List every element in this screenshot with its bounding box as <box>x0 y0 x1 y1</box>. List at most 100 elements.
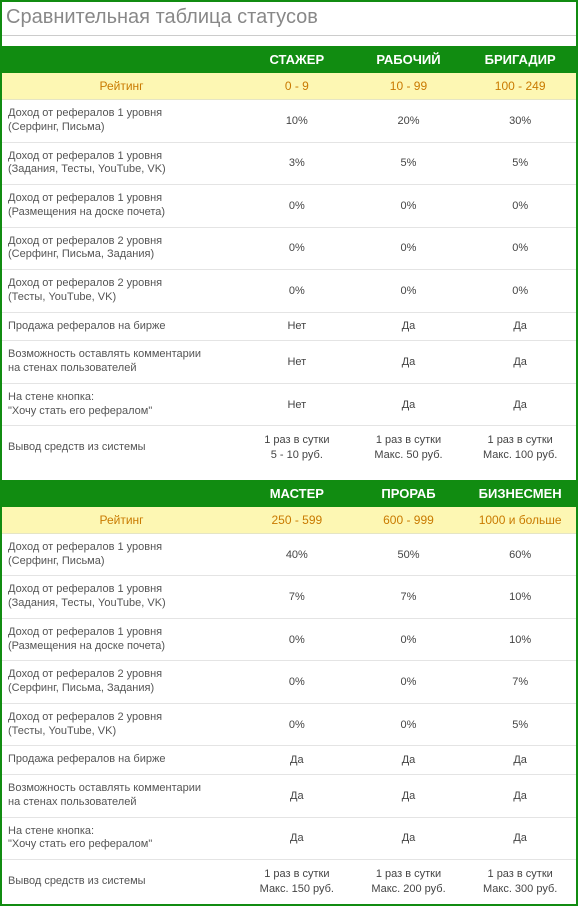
row-value: 0% <box>353 661 465 704</box>
row-value: Да <box>464 775 576 818</box>
status-header: БИЗНЕСМЕН <box>464 480 576 507</box>
header-blank <box>2 46 241 73</box>
rating-value: 10 - 99 <box>353 73 465 100</box>
row-value: 0% <box>241 703 353 746</box>
table-row: Возможность оставлять комментарии на сте… <box>2 341 576 384</box>
status-header: МАСТЕР <box>241 480 353 507</box>
spacer <box>2 470 576 480</box>
status-table-1: МАСТЕРПРОРАББИЗНЕСМЕНРейтинг250 - 599600… <box>2 480 576 904</box>
row-value: 40% <box>241 533 353 576</box>
row-label: Доход от рефералов 2 уровня (Тесты, YouT… <box>2 270 241 313</box>
row-value: Да <box>353 312 465 341</box>
row-label: Доход от рефералов 1 уровня (Размещения … <box>2 618 241 661</box>
row-label: Доход от рефералов 1 уровня (Серфинг, Пи… <box>2 533 241 576</box>
rating-value: 250 - 599 <box>241 507 353 534</box>
row-value: Да <box>464 383 576 426</box>
row-label: Вывод средств из системы <box>2 426 241 470</box>
row-value: 7% <box>353 576 465 619</box>
row-value: 0% <box>241 270 353 313</box>
status-header: СТАЖЕР <box>241 46 353 73</box>
row-label: На стене кнопка: "Хочу стать его реферал… <box>2 383 241 426</box>
table-row: Доход от рефералов 1 уровня (Задания, Те… <box>2 142 576 185</box>
table-row: Продажа рефералов на биржеНетДаДа <box>2 312 576 341</box>
row-value: 0% <box>353 185 465 228</box>
row-label: Доход от рефералов 1 уровня (Размещения … <box>2 185 241 228</box>
row-label: Продажа рефералов на бирже <box>2 312 241 341</box>
row-value: 20% <box>353 100 465 143</box>
row-value: 5% <box>464 142 576 185</box>
row-value: 10% <box>464 618 576 661</box>
row-value: Нет <box>241 383 353 426</box>
row-label: Вывод средств из системы <box>2 860 241 904</box>
row-value: 1 раз в сутки Макс. 100 руб. <box>464 426 576 470</box>
row-label: Доход от рефералов 2 уровня (Тесты, YouT… <box>2 703 241 746</box>
table-row: Вывод средств из системы1 раз в сутки 5 … <box>2 426 576 470</box>
row-value: 0% <box>241 661 353 704</box>
spacer <box>2 36 576 46</box>
row-value: 30% <box>464 100 576 143</box>
row-value: 60% <box>464 533 576 576</box>
row-value: Да <box>464 312 576 341</box>
row-value: 1 раз в сутки Макс. 50 руб. <box>353 426 465 470</box>
row-value: Да <box>464 817 576 860</box>
rating-value: 100 - 249 <box>464 73 576 100</box>
row-value: 7% <box>464 661 576 704</box>
row-value: 0% <box>353 227 465 270</box>
row-value: Да <box>353 775 465 818</box>
table-row: Доход от рефералов 1 уровня (Размещения … <box>2 618 576 661</box>
rating-label: Рейтинг <box>2 73 241 100</box>
row-value: Нет <box>241 341 353 384</box>
row-value: Да <box>464 746 576 775</box>
row-value: 5% <box>464 703 576 746</box>
row-label: Возможность оставлять комментарии на сте… <box>2 775 241 818</box>
table-row: Доход от рефералов 2 уровня (Тесты, YouT… <box>2 703 576 746</box>
header-blank <box>2 480 241 507</box>
row-value: 0% <box>241 185 353 228</box>
row-label: Возможность оставлять комментарии на сте… <box>2 341 241 384</box>
row-value: 7% <box>241 576 353 619</box>
row-value: Да <box>241 746 353 775</box>
table-row: Доход от рефералов 1 уровня (Серфинг, Пи… <box>2 533 576 576</box>
table-row: На стене кнопка: "Хочу стать его реферал… <box>2 817 576 860</box>
row-value: 0% <box>353 270 465 313</box>
table-row: Продажа рефералов на биржеДаДаДа <box>2 746 576 775</box>
status-header: ПРОРАБ <box>353 480 465 507</box>
row-value: 0% <box>464 185 576 228</box>
table-row: Доход от рефералов 2 уровня (Тесты, YouT… <box>2 270 576 313</box>
status-header: РАБОЧИЙ <box>353 46 465 73</box>
row-label: Доход от рефералов 2 уровня (Серфинг, Пи… <box>2 227 241 270</box>
row-value: Да <box>353 746 465 775</box>
rating-value: 0 - 9 <box>241 73 353 100</box>
row-label: Доход от рефералов 2 уровня (Серфинг, Пи… <box>2 661 241 704</box>
row-value: 1 раз в сутки Макс. 300 руб. <box>464 860 576 904</box>
row-value: 1 раз в сутки 5 - 10 руб. <box>241 426 353 470</box>
row-value: 0% <box>241 227 353 270</box>
row-value: Да <box>241 775 353 818</box>
table-row: Доход от рефералов 1 уровня (Задания, Те… <box>2 576 576 619</box>
tables-area: СТАЖЕРРАБОЧИЙБРИГАДИРРейтинг0 - 910 - 99… <box>2 46 576 904</box>
table-row: Доход от рефералов 2 уровня (Серфинг, Пи… <box>2 661 576 704</box>
row-value: Да <box>353 341 465 384</box>
table-row: На стене кнопка: "Хочу стать его реферал… <box>2 383 576 426</box>
row-label: Доход от рефералов 1 уровня (Задания, Те… <box>2 576 241 619</box>
row-value: 50% <box>353 533 465 576</box>
row-value: 0% <box>353 618 465 661</box>
row-value: 0% <box>464 270 576 313</box>
row-value: Да <box>353 817 465 860</box>
row-value: 0% <box>241 618 353 661</box>
table-row: Доход от рефералов 1 уровня (Размещения … <box>2 185 576 228</box>
row-value: 10% <box>241 100 353 143</box>
row-value: 0% <box>464 227 576 270</box>
table-row: Доход от рефералов 2 уровня (Серфинг, Пи… <box>2 227 576 270</box>
row-value: Да <box>241 817 353 860</box>
row-value: 3% <box>241 142 353 185</box>
row-value: Да <box>353 383 465 426</box>
page-title: Сравнительная таблица статусов <box>2 2 576 36</box>
status-comparison-container: Сравнительная таблица статусов СТАЖЕРРАБ… <box>0 0 578 906</box>
rating-value: 600 - 999 <box>353 507 465 534</box>
row-value: 10% <box>464 576 576 619</box>
row-value: 5% <box>353 142 465 185</box>
status-table-0: СТАЖЕРРАБОЧИЙБРИГАДИРРейтинг0 - 910 - 99… <box>2 46 576 470</box>
row-label: Доход от рефералов 1 уровня (Серфинг, Пи… <box>2 100 241 143</box>
row-value: 1 раз в сутки Макс. 200 руб. <box>353 860 465 904</box>
